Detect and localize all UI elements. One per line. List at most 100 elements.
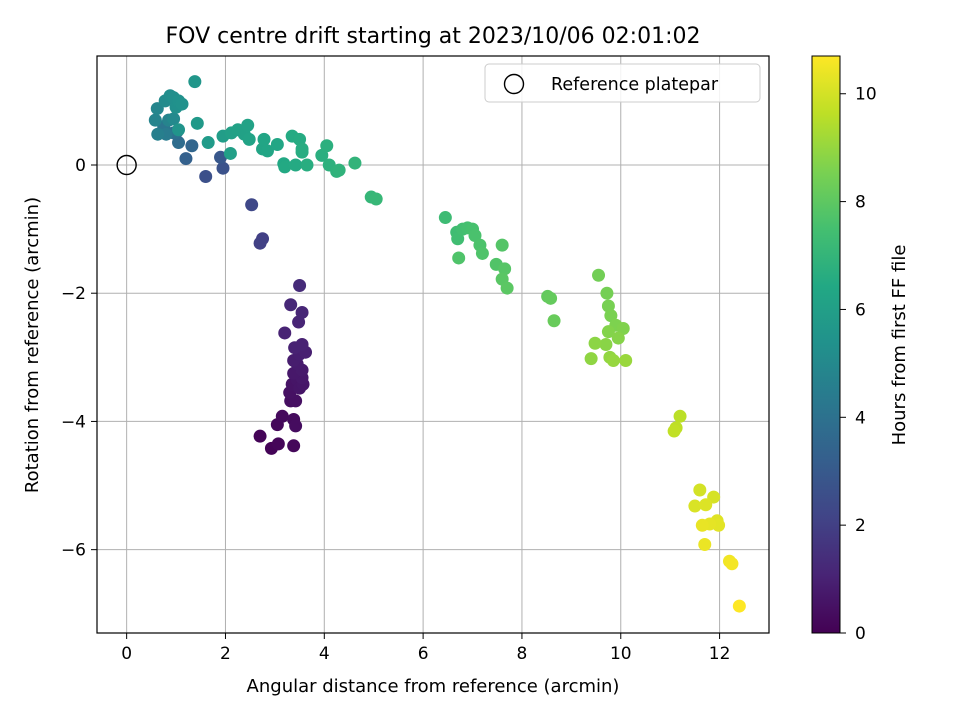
data-point (547, 314, 561, 328)
data-point (725, 557, 739, 571)
colorbar-tick-label: 4 (855, 408, 866, 428)
data-point (600, 286, 614, 300)
x-tick-label: 10 (610, 644, 632, 664)
x-tick-label: 4 (319, 644, 330, 664)
legend-entry-reference: Reference platepar (551, 75, 719, 95)
data-point (253, 429, 267, 443)
data-point (270, 137, 284, 151)
plot-frame (96, 55, 770, 634)
data-point (601, 325, 615, 339)
data-point (257, 132, 271, 146)
data-point (498, 262, 512, 276)
x-tick-label: 12 (709, 644, 731, 664)
data-point (148, 113, 162, 127)
reference-point (116, 154, 137, 176)
data-point (260, 144, 274, 158)
data-point (599, 338, 613, 351)
colorbar-tick-label: 10 (855, 85, 877, 105)
colorbar-tick-label: 0 (855, 624, 866, 644)
data-point (175, 97, 189, 111)
y-tick-label: −2 (61, 284, 86, 304)
data-point (245, 198, 259, 212)
colorbar-tick-label: 8 (855, 193, 866, 213)
legend-box (484, 63, 761, 103)
data-point (188, 75, 202, 89)
colorbar-label: Hours from first FF file (889, 245, 910, 446)
y-axis-ticks: −6 −4 −2 0 (61, 156, 97, 561)
data-point (588, 336, 602, 350)
data-point (241, 118, 255, 132)
data-point (190, 116, 204, 130)
data-point (289, 158, 303, 172)
data-point (151, 127, 165, 141)
data-point (584, 352, 598, 366)
data-point (253, 236, 267, 250)
y-tick-label: 0 (75, 156, 86, 176)
data-point (468, 229, 482, 243)
data-point (223, 146, 237, 160)
data-point (172, 136, 186, 150)
colorbar (811, 55, 841, 634)
data-point (199, 170, 213, 184)
data-points (148, 75, 746, 613)
colorbar-ticks: 0 2 4 6 8 10 (840, 85, 877, 644)
data-point (320, 139, 334, 153)
data-point (619, 354, 633, 368)
data-point (201, 136, 215, 150)
data-point (167, 112, 181, 126)
data-point (475, 246, 489, 260)
legend: Reference platepar (484, 63, 761, 103)
x-tick-label: 6 (418, 644, 429, 664)
data-point (616, 321, 630, 335)
data-point (693, 483, 707, 497)
data-point (293, 279, 307, 293)
data-point (295, 145, 309, 159)
data-point (695, 518, 709, 532)
data-point (604, 309, 618, 323)
data-point (667, 424, 681, 438)
data-point (500, 281, 514, 295)
grid (97, 56, 769, 633)
reference-marker (116, 154, 137, 176)
data-point (332, 163, 346, 177)
data-point (172, 123, 186, 137)
x-axis-ticks: 0 2 4 6 8 10 12 (121, 633, 730, 664)
colorbar-tick-label: 2 (855, 516, 866, 536)
data-point (699, 498, 713, 512)
data-point (284, 298, 298, 312)
data-point (688, 499, 702, 513)
y-axis-label: Rotation from reference (arcmin) (22, 197, 43, 493)
data-point (606, 354, 620, 368)
data-point (289, 419, 303, 433)
legend-reference-marker (503, 73, 525, 95)
colorbar-tick-label: 6 (855, 300, 866, 320)
data-point (611, 331, 625, 345)
data-point (732, 599, 746, 613)
x-tick-label: 0 (121, 644, 132, 664)
data-point (185, 139, 199, 153)
x-tick-label: 2 (220, 644, 231, 664)
data-point (369, 192, 383, 206)
data-point (438, 211, 452, 225)
data-point (278, 326, 292, 340)
data-point (451, 232, 465, 246)
data-point (592, 268, 606, 282)
data-point (295, 338, 309, 351)
y-tick-label: −6 (61, 541, 86, 561)
data-point (278, 160, 292, 174)
y-tick-label: −4 (61, 412, 86, 432)
x-tick-label: 8 (517, 644, 528, 664)
data-point (300, 158, 314, 172)
data-point (275, 409, 289, 423)
data-point (242, 132, 256, 146)
data-point (544, 291, 558, 305)
data-point (348, 156, 362, 170)
chart-title: FOV centre drift starting at 2023/10/06 … (166, 24, 701, 49)
data-point (179, 152, 193, 166)
data-point (295, 305, 309, 319)
x-axis-label: Angular distance from reference (arcmin) (247, 676, 620, 697)
data-point (216, 161, 230, 175)
data-point (495, 238, 509, 252)
data-point (214, 150, 228, 164)
